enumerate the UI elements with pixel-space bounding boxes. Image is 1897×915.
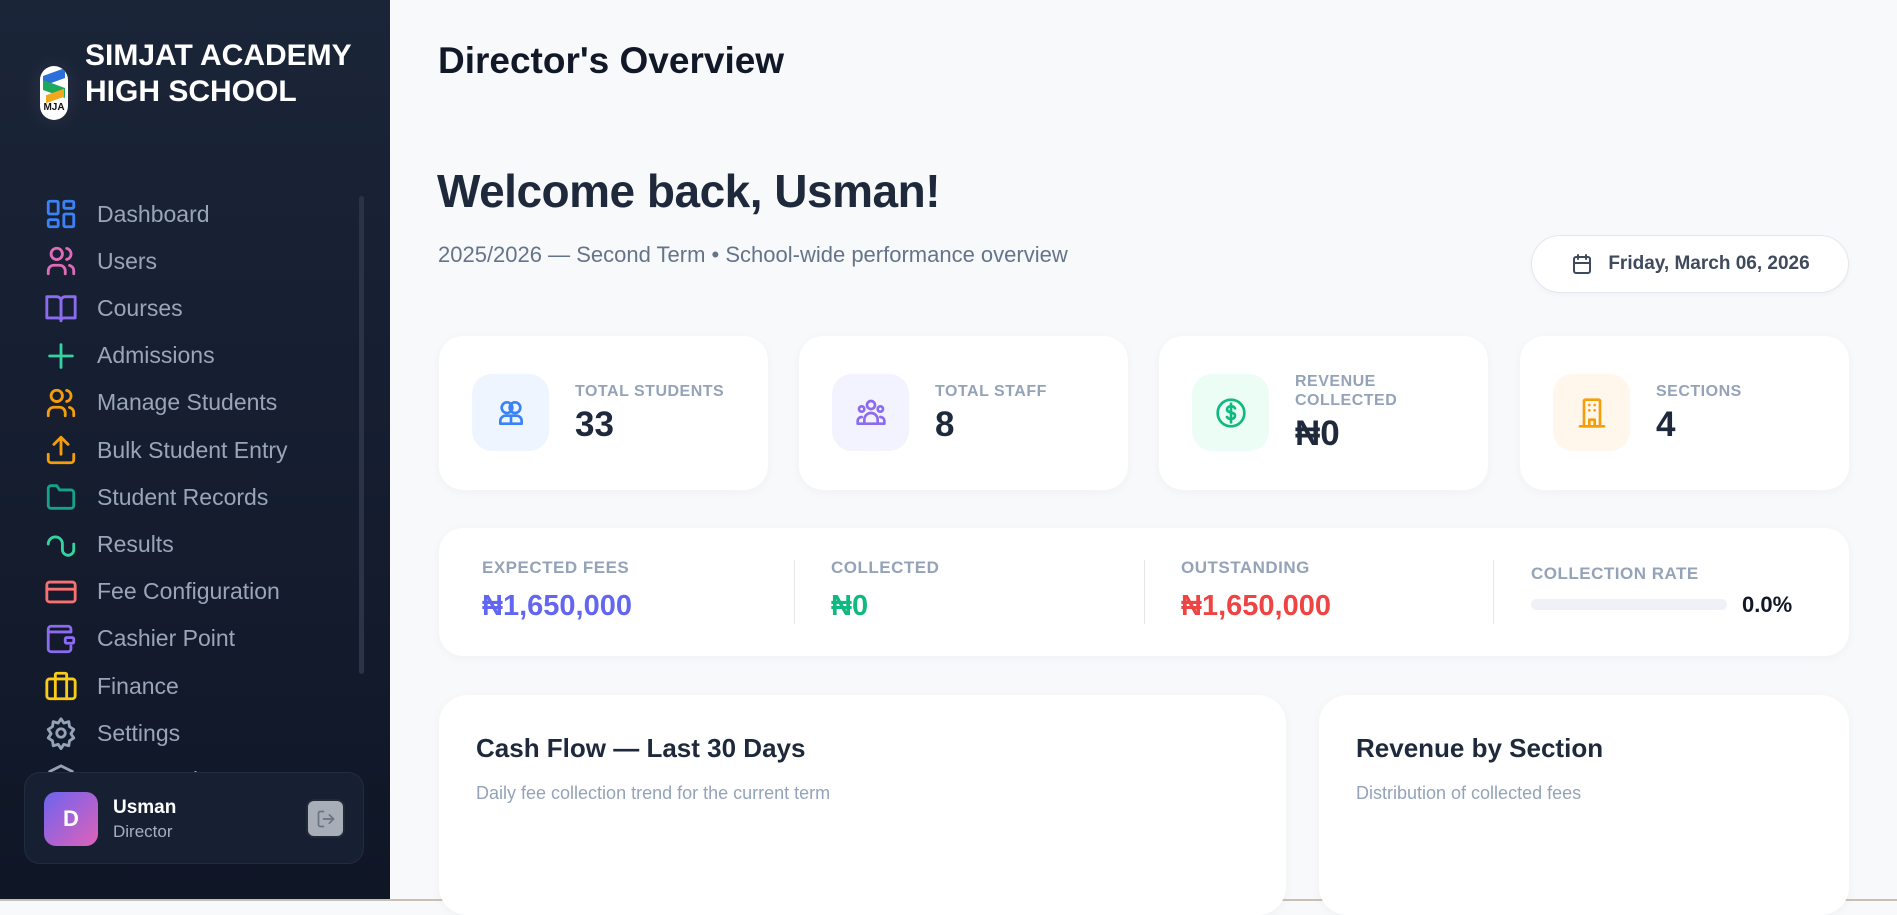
outstanding-value: ₦1,650,000	[1181, 590, 1331, 622]
logout-button[interactable]	[306, 799, 345, 838]
cash-flow-subtitle: Daily fee collection trend for the curre…	[476, 783, 831, 803]
revenue-by-section-title: Revenue by Section	[1356, 733, 1604, 763]
stat-value: 8	[935, 404, 955, 444]
briefcase-icon	[45, 671, 77, 701]
divider	[1144, 560, 1145, 624]
avatar: D	[44, 792, 98, 846]
sidebar-item-fee-configuration[interactable]: Fee Configuration	[44, 572, 280, 612]
credit-card-icon	[45, 580, 77, 603]
sidebar-item-users[interactable]: Users	[44, 241, 157, 281]
collected-label: COLLECTED	[831, 558, 940, 577]
school-name: SIMJAT ACADEMY HIGH SCHOOL	[85, 39, 352, 108]
sidebar-item-label: Admissions	[97, 342, 215, 369]
stat-icon-box	[472, 374, 549, 451]
stat-icon-box	[1192, 374, 1269, 451]
fee-summary-card: EXPECTED FEES ₦1,650,000 COLLECTED ₦0 OU…	[439, 528, 1849, 656]
cash-flow-title: Cash Flow — Last 30 Days	[476, 733, 806, 763]
sidebar-item-manage-students[interactable]: Manage Students	[44, 383, 277, 423]
calendar-icon	[1573, 254, 1592, 274]
collected-value: ₦0	[831, 590, 869, 622]
sidebar-item-label: Fee Configuration	[97, 578, 280, 605]
dollar-icon	[1215, 397, 1246, 428]
collection-rate: COLLECTION RATE 0.0%	[1531, 528, 1831, 656]
plus-icon	[48, 342, 74, 369]
stat-label: Total Staff	[935, 382, 1047, 400]
revenue-by-section-card: Revenue by Section Distribution of colle…	[1319, 695, 1849, 915]
sidebar: MJA SIMJAT ACADEMY HIGH SCHOOL Dashboard…	[0, 0, 390, 899]
sidebar-item-bulk-student-entry[interactable]: Bulk Student Entry	[44, 430, 288, 470]
stat-card-total-students: Total Students 33	[439, 336, 768, 490]
folder-icon	[46, 484, 76, 510]
user-name: Usman	[113, 797, 177, 818]
students-icon	[498, 400, 523, 425]
building-icon	[1578, 397, 1605, 428]
sidebar-item-label: Cashier Point	[97, 625, 236, 652]
stat-icon-box	[832, 374, 909, 451]
sidebar-item-label: Dashboard	[97, 200, 210, 227]
logout-icon	[317, 810, 334, 827]
school-logo: MJA	[40, 66, 68, 120]
sidebar-item-admissions[interactable]: Admissions	[44, 336, 215, 376]
date-badge: Friday, March 06, 2026	[1531, 235, 1849, 293]
divider	[794, 560, 795, 624]
collection-rate-progress	[1531, 599, 1727, 610]
sidebar-item-label: Bulk Student Entry	[97, 436, 288, 463]
outstanding-label: OUTSTANDING	[1181, 558, 1310, 577]
sidebar-item-label: Settings	[97, 719, 181, 746]
welcome-heading: Welcome back, Usman!	[437, 165, 941, 217]
stat-value: ₦0	[1295, 414, 1340, 453]
sidebar-item-label: Users	[97, 247, 158, 274]
date-text: Friday, March 06, 2026	[1608, 253, 1810, 274]
page-title: Director's Overview	[438, 40, 785, 81]
sidebar-scrollbar[interactable]	[359, 196, 364, 674]
sidebar-item-label: Student Records	[97, 483, 269, 510]
revenue-by-section-subtitle: Distribution of collected fees	[1356, 783, 1582, 803]
stat-label: Revenue Collected	[1295, 373, 1398, 409]
divider	[1493, 560, 1494, 624]
sidebar-item-results[interactable]: Results	[44, 524, 174, 564]
book-icon	[45, 295, 77, 323]
stat-value: 33	[575, 404, 614, 444]
stat-value: 4	[1656, 404, 1676, 444]
cash-flow-card: Cash Flow — Last 30 Days Daily fee colle…	[439, 695, 1286, 915]
logo-text: MJA	[43, 102, 65, 113]
dashboard-icon	[46, 199, 76, 229]
sidebar-item-courses[interactable]: Courses	[44, 288, 183, 328]
stat-label: Sections	[1656, 382, 1742, 400]
sidebar-item-label: Courses	[97, 294, 183, 321]
results-icon	[46, 535, 76, 558]
expected-fees-value: ₦1,650,000	[482, 590, 632, 622]
expected-fees-label: EXPECTED FEES	[482, 558, 630, 577]
staff-icon	[855, 399, 886, 425]
sidebar-item-dashboard[interactable]: Dashboard	[44, 194, 210, 234]
sidebar-item-label: Results	[97, 530, 174, 557]
sidebar-item-cashier-point[interactable]: Cashier Point	[44, 619, 235, 659]
users-icon	[46, 388, 76, 417]
sidebar-item-student-records[interactable]: Student Records	[44, 477, 268, 517]
sidebar-item-label: Finance	[97, 672, 179, 699]
user-card: D Usman Director	[24, 772, 364, 864]
collection-rate-label: COLLECTION RATE	[1531, 564, 1699, 583]
stat-card-total-staff: Total Staff 8	[799, 336, 1128, 490]
sidebar-item-label: Manage Students	[97, 389, 278, 416]
gear-icon	[46, 717, 76, 751]
user-role: Director	[113, 822, 173, 841]
collection-rate-value: 0.0%	[1742, 592, 1793, 617]
sidebar-item-finance[interactable]: Finance	[44, 666, 179, 706]
upload-icon	[46, 435, 76, 465]
users-icon	[46, 247, 76, 276]
wallet-icon	[46, 624, 76, 653]
stat-card-revenue-collected: Revenue Collected ₦0	[1159, 336, 1488, 490]
stat-icon-box	[1553, 374, 1630, 451]
sidebar-item-settings[interactable]: Settings	[44, 713, 180, 753]
stat-label: Total Students	[575, 382, 725, 400]
stat-card-sections: Sections 4	[1520, 336, 1849, 490]
welcome-subtitle: 2025/2026 — Second Term • School-wide pe…	[438, 242, 1068, 267]
